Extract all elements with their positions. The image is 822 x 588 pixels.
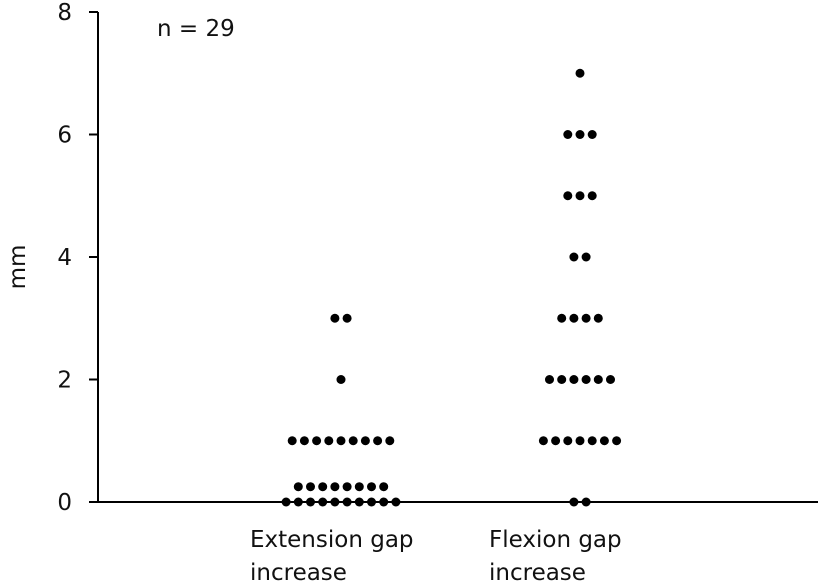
data-point [612,436,622,446]
data-point [391,497,401,507]
data-point [563,191,573,201]
data-point [367,497,376,507]
data-point [599,436,609,446]
data-point [581,313,591,323]
y-tick-label: 8 [57,0,72,26]
data-point [293,482,303,492]
data-point [563,130,573,139]
data-point [551,436,561,446]
category-label-line2: increase [489,560,586,586]
data-point [563,436,573,446]
data-point [342,497,352,507]
y-tick-label: 2 [57,368,72,394]
data-point [354,482,364,492]
data-point [306,482,315,492]
data-point [330,497,340,507]
data-point [385,436,395,446]
data-point [287,436,297,446]
data-point [336,375,346,384]
data-point [575,436,585,446]
data-point [557,313,567,323]
data-point [581,375,591,384]
data-point [318,482,328,492]
y-axis: 0 2 4 6 8 [57,0,99,516]
data-point [373,436,383,446]
data-point [306,497,315,507]
data-point [354,497,364,507]
y-tick-label: 0 [57,490,72,516]
data-point [330,482,340,492]
data-point [545,375,554,384]
data-point [330,313,340,323]
data-point [379,497,389,507]
data-point [281,497,291,507]
data-point [379,482,389,492]
data-point [593,375,603,384]
data-point [569,313,579,323]
data-point [324,436,334,446]
data-point [587,130,597,139]
data-point [342,482,352,492]
data-point [299,436,309,446]
y-tick-label: 4 [57,245,72,271]
sample-size-annotation: n = 29 [157,16,235,42]
category-labels: Extension gap increase Flexion gap increase [250,527,622,586]
category-label-line1: Flexion gap [489,527,622,553]
data-point [569,252,579,262]
data-point [336,436,346,446]
data-point [342,313,352,323]
data-point [312,436,322,446]
data-point [293,497,303,507]
data-point [318,497,328,507]
data-point [606,375,615,384]
data-point [569,497,579,507]
data-point [360,436,370,446]
data-point [581,497,591,507]
category-label-line2: increase [250,560,347,586]
data-point [569,375,579,384]
y-tick-label: 6 [57,123,72,149]
category-label-line1: Extension gap [250,527,414,553]
data-point [557,375,567,384]
data-point [538,436,548,446]
data-point [587,191,597,201]
data-point [367,482,376,492]
data-point [348,436,358,446]
data-point [581,252,591,262]
data-point [593,313,603,323]
data-point [575,191,585,201]
y-axis-label: mm [5,245,31,290]
data-point [575,68,585,78]
data-point [587,436,597,446]
data-points [281,68,622,507]
data-point [575,130,585,139]
